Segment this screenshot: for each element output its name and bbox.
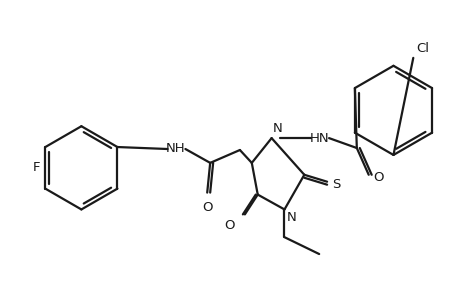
Text: O: O bbox=[202, 200, 212, 214]
Text: S: S bbox=[331, 178, 340, 191]
Text: N: N bbox=[286, 212, 296, 224]
Text: O: O bbox=[224, 219, 235, 232]
Text: Cl: Cl bbox=[415, 42, 428, 55]
Text: HN: HN bbox=[309, 132, 328, 145]
Text: N: N bbox=[272, 122, 282, 135]
Text: F: F bbox=[32, 161, 39, 174]
Text: NH: NH bbox=[165, 142, 185, 154]
Text: O: O bbox=[373, 171, 383, 184]
